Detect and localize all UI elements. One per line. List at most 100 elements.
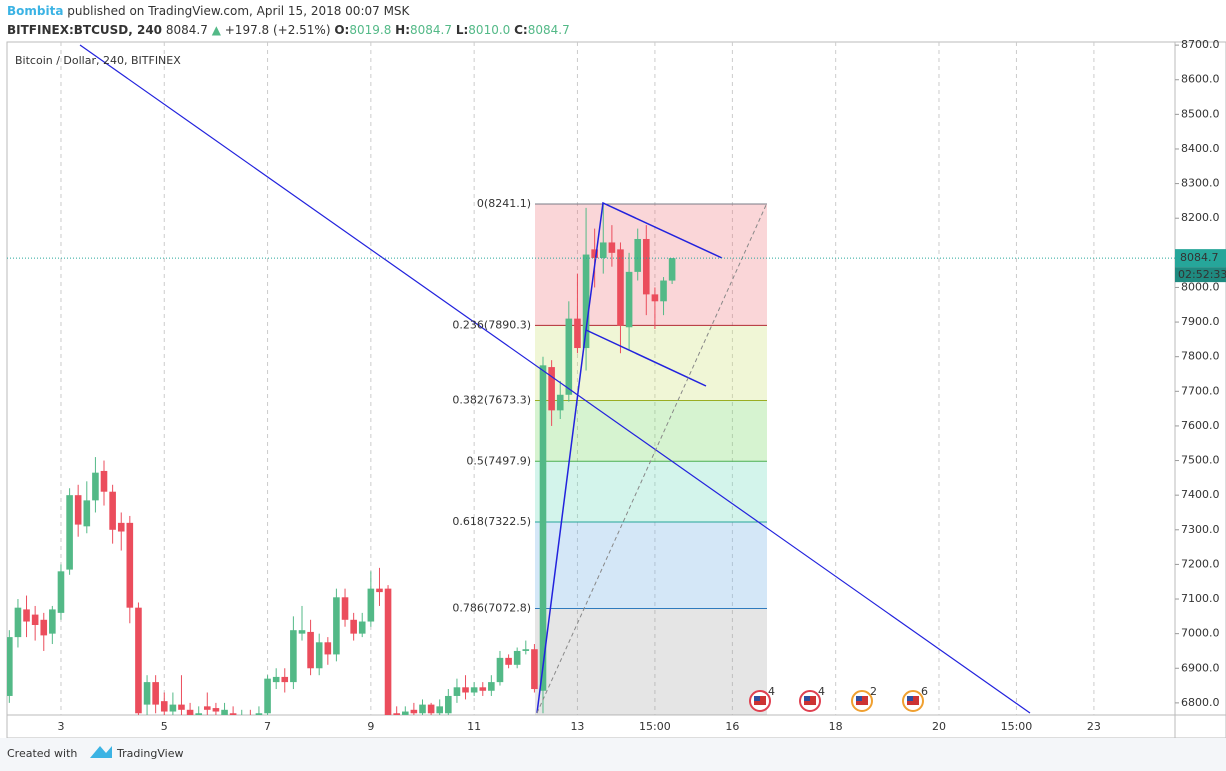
fib-band — [535, 461, 767, 522]
y-tick-label: 8200.0 — [1181, 211, 1220, 224]
candle-body — [186, 709, 194, 715]
countdown-box — [1175, 267, 1226, 283]
h-label: H: — [395, 23, 410, 37]
candle-body — [14, 607, 22, 638]
candle-body — [264, 678, 271, 714]
candle-body — [109, 491, 116, 530]
candle-body — [410, 709, 418, 714]
candle-body — [333, 597, 340, 655]
y-tick-label: 7300.0 — [1181, 523, 1220, 536]
y-tick-label: 7100.0 — [1181, 592, 1220, 605]
brand[interactable]: TradingView — [116, 747, 183, 760]
event-count: 2 — [870, 685, 877, 698]
author[interactable]: Bombita — [7, 4, 63, 18]
candle-body — [195, 713, 203, 715]
candle-body — [496, 657, 504, 683]
fib-label: 0(8241.1) — [477, 197, 531, 210]
fib-label: 0.236(7890.3) — [452, 318, 531, 331]
candle-body — [203, 706, 211, 710]
y-tick-label: 8600.0 — [1181, 73, 1220, 86]
c-label: C: — [514, 23, 528, 37]
candle-body — [126, 522, 134, 608]
candle-body — [617, 249, 624, 326]
logo — [90, 746, 112, 758]
candle-body — [488, 682, 495, 691]
candle-body — [453, 687, 461, 696]
c-value: 8084.7 — [528, 23, 570, 37]
candle-body — [367, 588, 375, 622]
candle-body — [92, 472, 99, 501]
pattern-line[interactable] — [585, 329, 707, 387]
y-tick-label: 7800.0 — [1181, 350, 1220, 363]
y-tick-label: 7500.0 — [1181, 454, 1220, 467]
candle-body — [100, 470, 108, 492]
x-tick-label: 20 — [932, 720, 946, 733]
x-tick-label: 9 — [367, 720, 374, 733]
candle-body — [376, 588, 383, 593]
candle-body — [505, 657, 512, 665]
x-tick-label: 15:00 — [639, 720, 671, 733]
chart-title: Bitcoin / Dollar, 240, BITFINEX — [15, 54, 181, 67]
candle-body — [522, 649, 530, 651]
candle-body — [574, 318, 581, 349]
fib-label: 0.382(7673.3) — [452, 394, 531, 407]
candle-body — [178, 704, 185, 710]
candle-body — [66, 495, 73, 570]
candle-body — [548, 367, 555, 411]
overlay: 3 5 7 9 11 13 15:00 16 18 20 15:00 23 8700.0 8600.0 85… — [7, 38, 1226, 733]
symbol: BITFINEX:BTCUSD, 240 — [7, 23, 162, 37]
event-count: 6 — [921, 685, 928, 698]
candle-body — [565, 318, 573, 395]
candle-body — [462, 687, 469, 693]
candle-body — [290, 630, 297, 683]
candle-body — [83, 500, 91, 527]
candle-body — [445, 695, 452, 714]
drawings[interactable] — [79, 44, 1031, 714]
y-tick-label: 8300.0 — [1181, 177, 1220, 190]
x-tick-label: 13 — [570, 720, 584, 733]
candle-body — [642, 238, 650, 295]
quote-line: BITFINEX:BTCUSD, 240 8084.7 ▲ +197.8 (+2… — [7, 23, 570, 37]
fib-retracement[interactable] — [535, 203, 767, 715]
candle-body — [160, 701, 168, 712]
candle-body — [358, 621, 366, 634]
candle-body — [341, 597, 349, 620]
fib-band — [535, 203, 767, 326]
trend-line[interactable] — [79, 44, 1031, 714]
price: 8084.7 — [166, 23, 208, 37]
candle-body — [169, 704, 177, 712]
price-box — [1175, 249, 1226, 268]
y-tick-label: 7700.0 — [1181, 384, 1220, 397]
flag-canton — [754, 696, 760, 701]
x-tick-label: 23 — [1087, 720, 1101, 733]
y-tick-label: 7200.0 — [1181, 557, 1220, 570]
x-tick-label: 5 — [161, 720, 168, 733]
y-tick-label: 7600.0 — [1181, 419, 1220, 432]
candle-body — [152, 682, 159, 705]
candle-body — [74, 495, 82, 525]
candle-body — [599, 242, 607, 259]
candle-body — [143, 682, 151, 705]
candle-body — [513, 650, 521, 665]
y-tick-label: 6800.0 — [1181, 696, 1220, 709]
fib-label: 0.786(7072.8) — [452, 601, 531, 614]
candle-body — [539, 365, 547, 691]
candle-body — [117, 522, 125, 532]
candle-body — [212, 708, 220, 712]
x-tick-label: 16 — [725, 720, 739, 733]
candle-body — [384, 588, 392, 715]
y-tick-label: 7900.0 — [1181, 315, 1220, 328]
candle-body — [625, 271, 633, 328]
candle-body — [608, 242, 616, 253]
fib-trend[interactable] — [536, 202, 768, 714]
candle-body — [31, 614, 39, 625]
candle-body — [23, 609, 30, 622]
flag-canton — [856, 696, 862, 701]
pattern-line[interactable] — [536, 201, 723, 714]
candle-body — [668, 258, 676, 281]
l-label: L: — [456, 23, 468, 37]
fib-label: 0.618(7322.5) — [452, 515, 531, 528]
flag-canton — [907, 696, 913, 701]
event-count: 4 — [768, 685, 775, 698]
